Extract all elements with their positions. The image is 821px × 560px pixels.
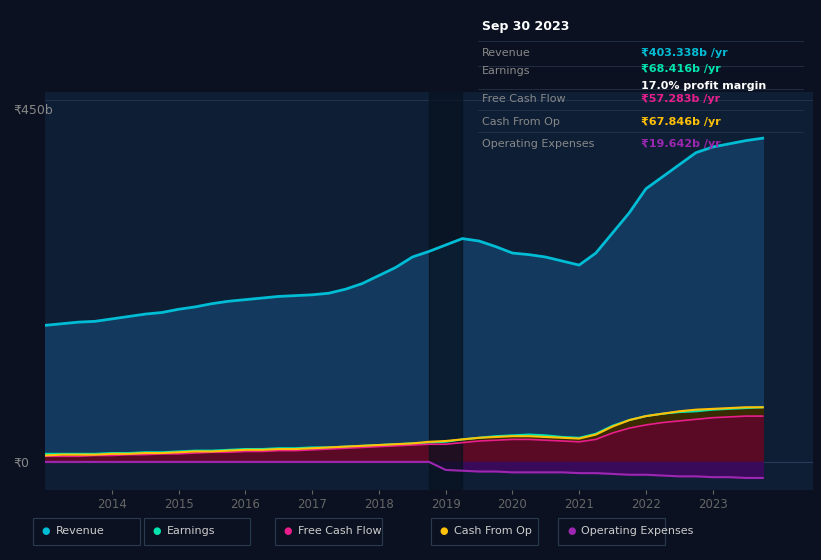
Text: Operating Expenses: Operating Expenses <box>482 139 594 149</box>
Bar <box>429 92 462 490</box>
Text: ₹403.338b /yr: ₹403.338b /yr <box>640 48 727 58</box>
Text: ●: ● <box>284 526 292 536</box>
Text: Cash From Op: Cash From Op <box>482 116 560 127</box>
Text: Revenue: Revenue <box>482 48 530 58</box>
Text: Cash From Op: Cash From Op <box>454 526 532 536</box>
Text: ₹57.283b /yr: ₹57.283b /yr <box>640 94 720 104</box>
Text: Sep 30 2023: Sep 30 2023 <box>482 20 569 33</box>
Text: Earnings: Earnings <box>167 526 215 536</box>
Text: ₹68.416b /yr: ₹68.416b /yr <box>640 64 720 74</box>
Text: Operating Expenses: Operating Expenses <box>581 526 694 536</box>
Text: ₹0: ₹0 <box>13 456 29 469</box>
Text: ₹19.642b /yr: ₹19.642b /yr <box>640 139 720 149</box>
Text: ₹67.846b /yr: ₹67.846b /yr <box>640 116 720 127</box>
Text: Free Cash Flow: Free Cash Flow <box>298 526 382 536</box>
Text: ●: ● <box>42 526 50 536</box>
Text: ●: ● <box>440 526 448 536</box>
Text: Earnings: Earnings <box>482 66 530 76</box>
Text: ●: ● <box>567 526 576 536</box>
Text: 17.0% profit margin: 17.0% profit margin <box>640 81 766 91</box>
Text: Free Cash Flow: Free Cash Flow <box>482 94 566 104</box>
Text: Revenue: Revenue <box>56 526 104 536</box>
Text: ●: ● <box>153 526 161 536</box>
Text: ₹450b: ₹450b <box>13 104 53 117</box>
